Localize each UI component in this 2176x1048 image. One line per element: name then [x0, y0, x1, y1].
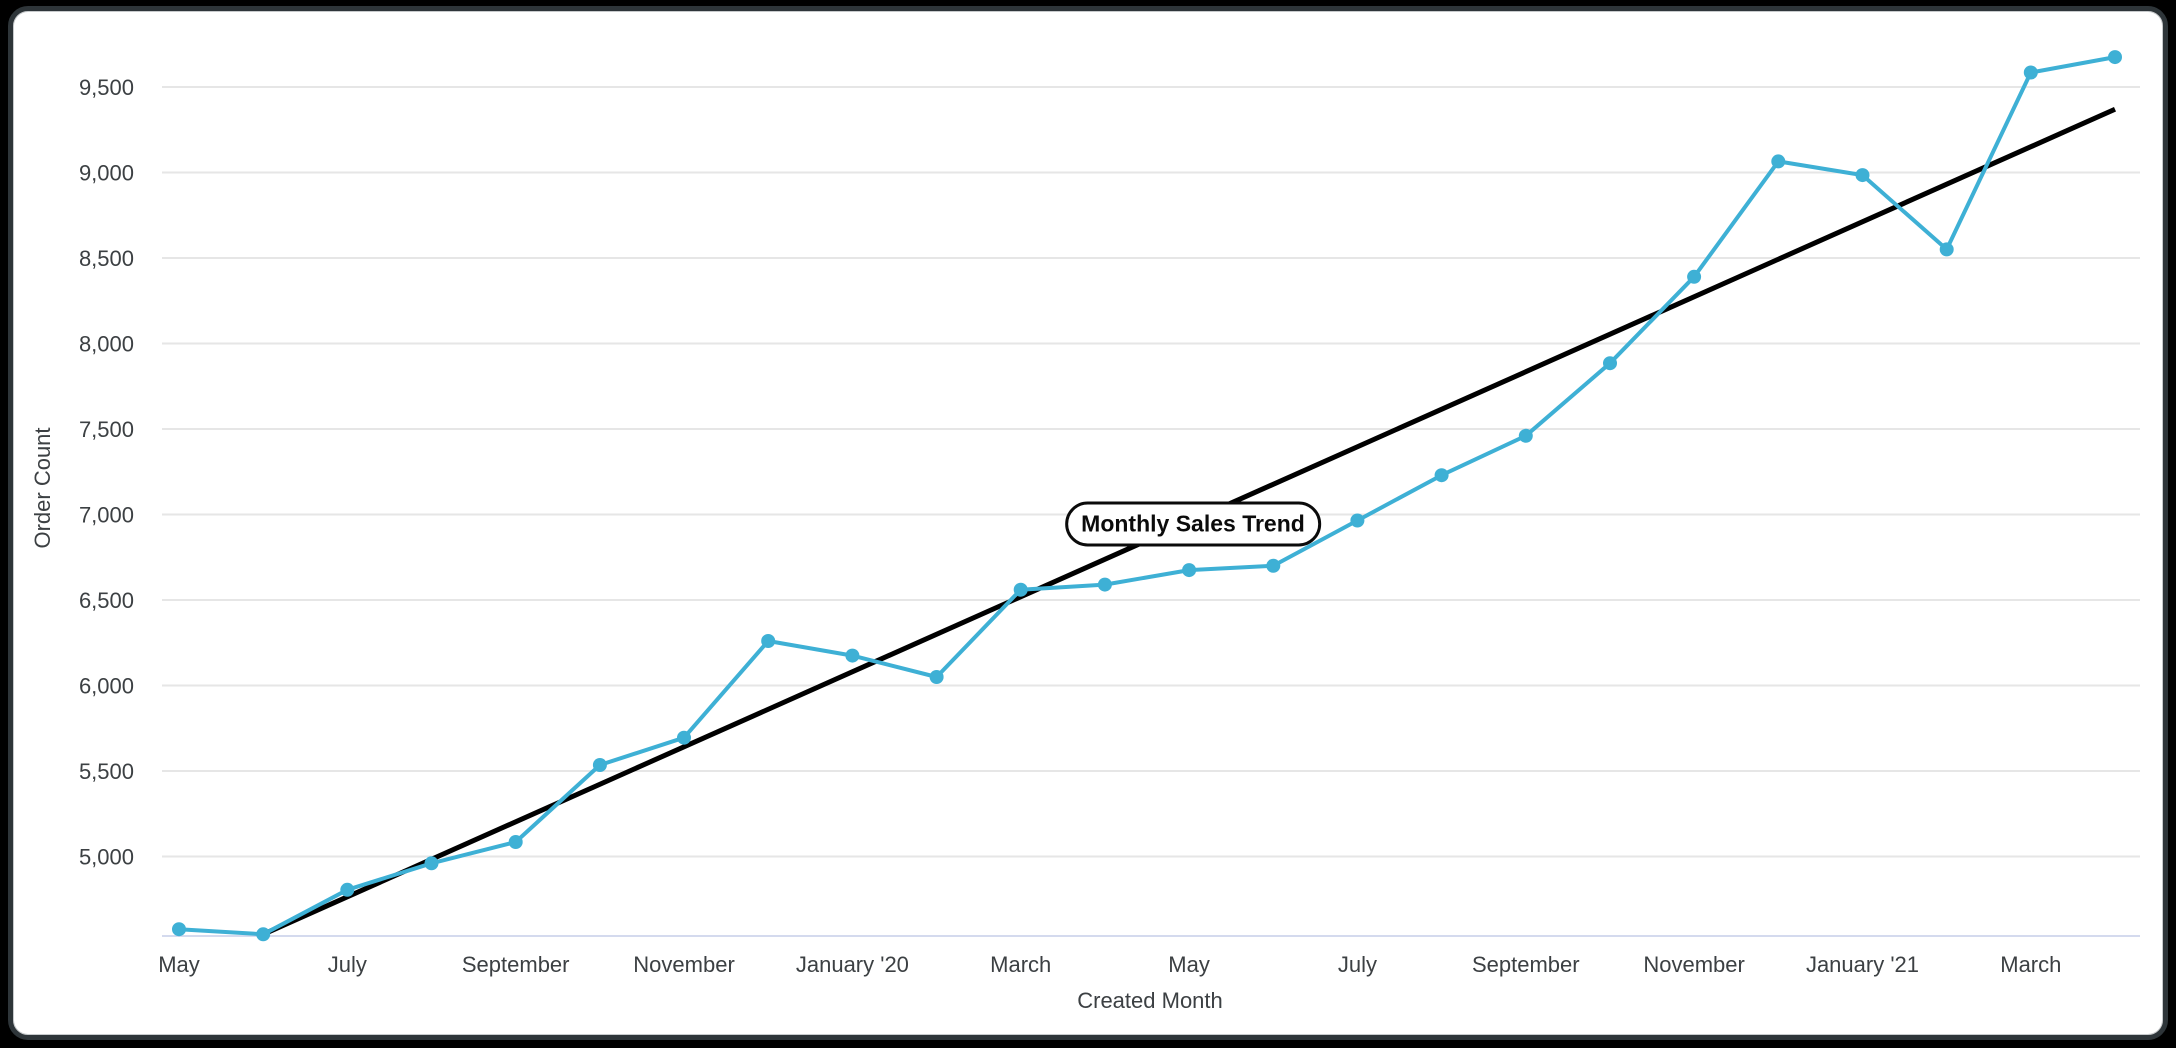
trend-annotation-label: Monthly Sales Trend	[1065, 501, 1321, 547]
x-tick-label: November	[1643, 952, 1744, 977]
y-tick-label: 9,000	[79, 161, 134, 186]
y-tick-label: 6,500	[79, 588, 134, 613]
data-point[interactable]: October '20: 7,885	[1603, 356, 1617, 371]
x-tick-label: May	[158, 952, 200, 977]
y-axis-title: Order Count	[30, 427, 55, 549]
data-point[interactable]: May '19: 4,575	[172, 922, 186, 937]
data-point[interactable]: November '20: 8,390	[1687, 269, 1702, 284]
data-point[interactable]: March '21: 9,585	[2023, 65, 2038, 80]
x-tick-label: September	[1472, 952, 1580, 977]
series-line	[177, 55, 2117, 937]
x-tick-label: July	[328, 952, 367, 977]
data-point[interactable]: December '19: 6,260	[761, 634, 776, 648]
y-tick-label: 8,000	[79, 332, 134, 357]
x-tick-label: March	[990, 952, 1051, 977]
x-tick-label: March	[2000, 952, 2061, 977]
x-tick-label: January '21	[1806, 952, 1919, 977]
y-tick-label: 7,500	[79, 417, 134, 442]
x-tick-label: May	[1168, 952, 1210, 977]
data-point[interactable]: December '20: 9,065	[1771, 154, 1786, 169]
data-point[interactable]: May '20: 6,675	[1182, 563, 1197, 578]
data-point[interactable]: January '21: 8,985	[1855, 168, 1870, 183]
x-tick-label: January '20	[796, 952, 909, 977]
data-point[interactable]: August '20: 7,230	[1434, 468, 1449, 483]
y-tick-label: 5,000	[79, 845, 134, 870]
data-point[interactable]: April '20: 6,590	[1097, 577, 1112, 592]
data-point[interactable]: September '19: 5,085	[508, 835, 523, 849]
data-point[interactable]: April '21: 9,675	[2108, 50, 2122, 65]
data-point[interactable]: July '20: 6,965	[1350, 513, 1365, 528]
x-axis-title: Created Month	[1077, 988, 1223, 1013]
data-point[interactable]: March '20: 6,560	[1013, 582, 1028, 597]
data-point[interactable]: February '20: 6,050	[929, 670, 944, 684]
y-tick-label: 6,000	[79, 674, 134, 699]
x-tick-label: September	[462, 952, 570, 977]
data-point[interactable]: February '21: 8,550	[1939, 242, 1954, 257]
y-tick-label: 8,500	[79, 246, 134, 271]
data-point[interactable]: September '20: 7,460	[1518, 428, 1533, 443]
data-point[interactable]: October '19: 5,535	[592, 758, 607, 772]
y-tick-label: 7,000	[79, 503, 134, 528]
x-tick-label: July	[1338, 952, 1377, 977]
data-point[interactable]: July '19: 4,805	[340, 882, 355, 897]
y-tick-label: 5,500	[79, 759, 134, 784]
data-point[interactable]: June '19: 4,545	[256, 927, 271, 942]
data-point[interactable]: August '19: 4,960	[424, 856, 439, 871]
data-point[interactable]: January '20: 6,175	[845, 648, 860, 663]
data-point[interactable]: June '20: 6,700	[1266, 558, 1281, 573]
x-tick-label: November	[633, 952, 734, 977]
y-tick-label: 9,500	[79, 75, 134, 100]
data-point[interactable]: November '19: 5,695	[677, 730, 691, 745]
